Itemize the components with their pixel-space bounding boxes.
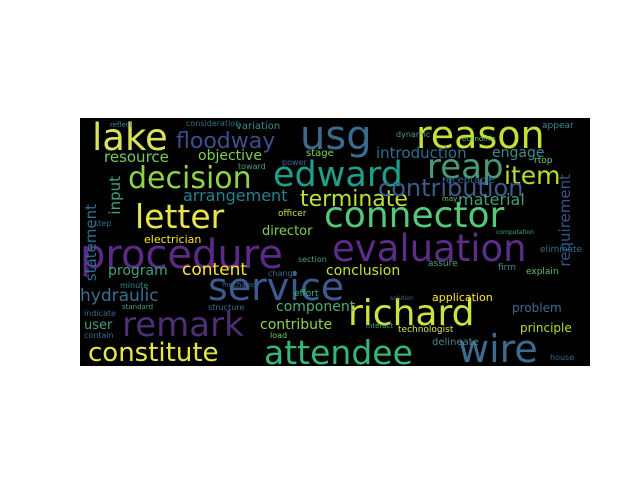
- word-may: may: [442, 195, 458, 203]
- word-program: program: [108, 263, 168, 279]
- word-service: service: [208, 265, 345, 309]
- word-input: input: [106, 176, 124, 215]
- word-floodway: floodway: [176, 129, 276, 154]
- word-conclusion: conclusion: [326, 263, 401, 279]
- word-dynamic: dynamic: [396, 130, 431, 139]
- word-material: material: [458, 190, 525, 209]
- word-indicate: indicate: [84, 309, 116, 318]
- word-constitute: constitute: [88, 338, 219, 366]
- word-reap: reap: [427, 147, 504, 187]
- word-wire: wire: [458, 327, 538, 366]
- word-delineate: delineate: [432, 337, 479, 348]
- word-procedure: procedure: [80, 232, 283, 278]
- word-standard: standard: [122, 303, 154, 311]
- word-eliminate: eliminate: [540, 245, 583, 255]
- word-contribute: contribute: [260, 317, 333, 333]
- word-step: step: [94, 219, 112, 228]
- word-letter: letter: [135, 197, 225, 236]
- word-house: house: [550, 353, 575, 362]
- word-power: power: [282, 158, 307, 167]
- word-principle: principle: [520, 321, 572, 335]
- word-structure: structure: [208, 303, 245, 312]
- word-receptacle: receptacle: [442, 175, 495, 186]
- word-resource: resource: [104, 148, 169, 166]
- word-solution: solution: [390, 295, 414, 302]
- word-evaluation: evaluation: [332, 227, 527, 270]
- word-usg: usg: [300, 118, 372, 159]
- word-remark: remark: [122, 305, 244, 345]
- word-decision: decision: [128, 161, 252, 196]
- word-assure: assure: [428, 259, 458, 269]
- word-reflect: reflect: [110, 121, 133, 129]
- word-edward: edward: [273, 155, 403, 195]
- word-lake: lake: [92, 118, 168, 159]
- word-richard: richard: [348, 293, 475, 334]
- word-reason: reason: [416, 118, 545, 157]
- word-section: section: [298, 255, 327, 264]
- word-engage: engage: [492, 145, 545, 161]
- word-stage: stage: [306, 148, 334, 159]
- word-content: content: [182, 260, 248, 280]
- word-computation: computation: [496, 229, 534, 236]
- word-mechanic: mechanic: [222, 281, 256, 289]
- word-rtop: rtop: [534, 156, 553, 166]
- word-change: change: [268, 269, 298, 278]
- word-terminate: terminate: [300, 187, 408, 212]
- word-connector: connector: [324, 195, 505, 236]
- word-appear: appear: [542, 121, 574, 131]
- word-economic: economic: [462, 135, 496, 143]
- word-minute: minute: [120, 281, 149, 290]
- word-problem: problem: [512, 301, 562, 315]
- word-consideration: consideration: [186, 119, 241, 128]
- word-officer: officer: [278, 209, 307, 219]
- word-contribution: contribution: [378, 174, 524, 202]
- word-objective: objective: [198, 148, 262, 164]
- word-cloud: lake usg reason floodway edward reap ite…: [80, 118, 590, 366]
- word-interact: interact: [366, 322, 394, 330]
- word-arrangement: arrangement: [183, 186, 288, 205]
- word-user: user: [84, 318, 113, 333]
- word-hydraulic: hydraulic: [80, 286, 159, 306]
- word-technologist: technologist: [398, 325, 454, 335]
- word-effort: effort: [294, 289, 319, 299]
- word-load: load: [270, 331, 288, 340]
- word-contain: contain: [84, 331, 114, 340]
- word-firm: firm: [498, 263, 516, 273]
- word-statement: statement: [82, 204, 100, 282]
- word-electrician: electrician: [144, 233, 202, 246]
- word-component: component: [276, 299, 356, 315]
- word-toward: toward: [238, 162, 266, 171]
- word-explain: explain: [526, 267, 559, 277]
- word-item: item: [504, 161, 561, 190]
- word-variation: variation: [236, 121, 281, 132]
- word-introduction: introduction: [376, 144, 467, 162]
- word-attendee: attendee: [264, 333, 413, 366]
- word-application: application: [432, 291, 493, 304]
- word-director: director: [262, 224, 313, 239]
